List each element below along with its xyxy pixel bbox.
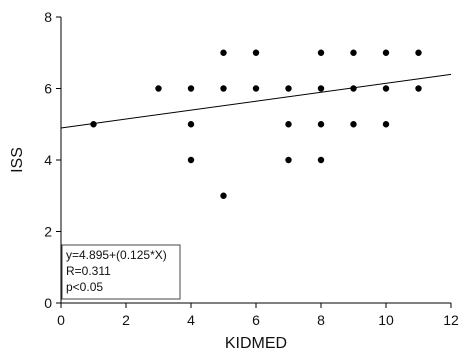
- x-tick-label: 2: [122, 312, 130, 328]
- data-point: [317, 156, 325, 164]
- stats-box: y=4.895+(0.125*X) R=0.311 p<0.05: [61, 244, 181, 300]
- data-point: [252, 85, 260, 92]
- x-tick-label: 10: [378, 312, 394, 328]
- stats-box-border: [61, 244, 181, 300]
- data-point: [155, 85, 162, 92]
- data-point: [220, 49, 227, 56]
- y-tick-label: 2: [44, 224, 52, 240]
- data-point: [187, 85, 195, 92]
- regression-line: [60, 73, 452, 129]
- x-tick-label: 8: [317, 312, 325, 328]
- data-point: [285, 156, 292, 164]
- data-point: [350, 85, 357, 92]
- x-tick-label: 12: [443, 312, 459, 328]
- y-axis-title: ISS: [9, 147, 26, 173]
- x-axis-title: KIDMED: [225, 335, 287, 352]
- data-point: [187, 156, 195, 164]
- x-tick-label: 4: [187, 312, 195, 328]
- data-point: [317, 49, 325, 56]
- regression-equation: y=4.895+(0.125*X): [66, 248, 167, 262]
- x-tick-label: 6: [252, 312, 260, 328]
- data-point: [285, 85, 292, 92]
- x-ticks: 0 2 4 6 8 10 12: [57, 303, 459, 328]
- data-point: [252, 49, 260, 56]
- data-point: [220, 192, 227, 199]
- data-point: [317, 85, 325, 92]
- data-point: [285, 121, 292, 128]
- data-points: [90, 49, 422, 199]
- data-point: [90, 121, 97, 128]
- data-point: [382, 121, 390, 128]
- data-point: [350, 121, 357, 128]
- y-ticks: 0 2 4 6 8: [44, 9, 61, 311]
- y-tick-label: 6: [44, 81, 52, 97]
- data-point: [220, 85, 227, 92]
- p-value: p<0.05: [66, 280, 103, 294]
- x-tick-label: 0: [57, 312, 65, 328]
- data-point: [415, 49, 422, 56]
- data-point: [382, 85, 390, 92]
- y-tick-label: 8: [44, 9, 52, 25]
- y-tick-label: 0: [44, 295, 52, 311]
- data-point: [317, 121, 325, 128]
- correlation-r: R=0.311: [66, 264, 111, 278]
- data-point: [415, 85, 422, 92]
- y-tick-label: 4: [44, 152, 52, 168]
- data-point: [350, 49, 357, 56]
- data-point: [187, 121, 195, 128]
- data-point: [382, 49, 390, 56]
